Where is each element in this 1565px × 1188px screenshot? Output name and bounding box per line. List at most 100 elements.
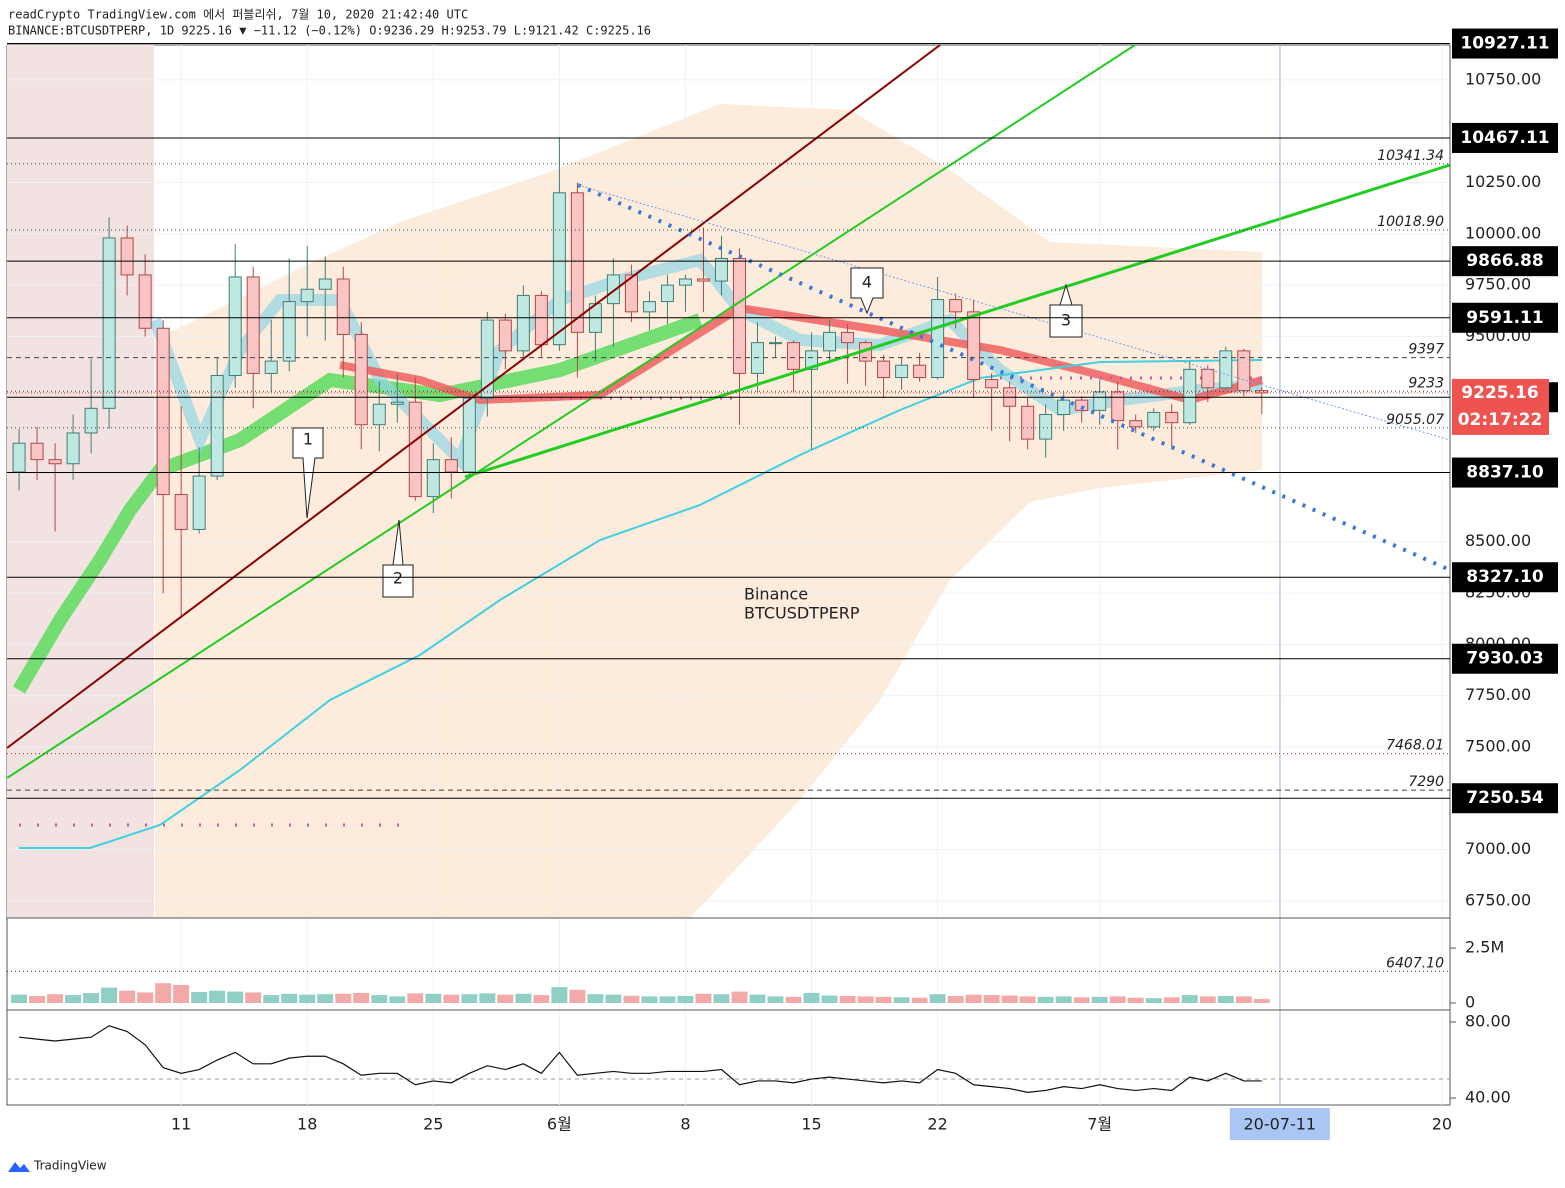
logo <box>8 1162 30 1172</box>
level-label: 9866.88 <box>1466 251 1543 271</box>
x-tick-label: 18 <box>297 1115 317 1134</box>
y-tick-label: 10250.00 <box>1465 172 1541 191</box>
volume-bar <box>1109 996 1126 1003</box>
candle-body <box>336 278 350 335</box>
y-tick-label: 7750.00 <box>1465 685 1531 704</box>
annotation: 1 <box>303 430 313 449</box>
volume-bar <box>785 996 802 1003</box>
candle-body <box>102 237 116 409</box>
candle-body <box>552 192 566 346</box>
publisher: readCrypto TradingView.com 에서 퍼블리쉬, 7월 1… <box>8 8 468 22</box>
candle-body <box>678 278 692 286</box>
level-label: 9591.11 <box>1466 308 1543 328</box>
symbol-line: BINANCE:BTCUSDTPERP, 1D 9225.16 ▼ −11.12… <box>8 24 651 38</box>
candle-body <box>354 333 368 426</box>
volume-bar <box>425 993 442 1003</box>
level-box <box>1452 28 1558 59</box>
annotation: 4 <box>862 273 872 292</box>
volume-bar <box>821 995 838 1003</box>
volume-bar <box>65 995 82 1003</box>
candle-body <box>660 284 674 303</box>
level-label: 7290 <box>1408 774 1444 790</box>
level-label: 6407.10 <box>1386 955 1444 971</box>
level-box <box>1452 246 1558 277</box>
candle-body <box>1237 350 1251 392</box>
volume-bar <box>1037 996 1054 1003</box>
volume-bar <box>263 995 280 1003</box>
volume-bar <box>677 995 694 1003</box>
annotation: 2 <box>393 569 403 588</box>
level-label: 9055.07 <box>1386 412 1444 428</box>
volume-bar <box>299 994 316 1003</box>
candle-body <box>1075 399 1089 411</box>
volume-bar <box>479 993 496 1003</box>
volume-bar <box>713 994 730 1003</box>
volume-tick-label: 2.5M <box>1465 938 1504 957</box>
annotation: 3 <box>1061 311 1071 330</box>
volume-bar <box>1235 996 1252 1003</box>
volume-bar <box>227 991 244 1003</box>
volume-bar <box>767 996 784 1003</box>
candle-body <box>895 364 909 379</box>
level-box <box>1452 302 1558 333</box>
level-box <box>1452 122 1558 153</box>
volume-bar <box>911 997 928 1003</box>
candle-body <box>516 294 530 352</box>
level-label: 8837.10 <box>1466 463 1544 483</box>
candle-body <box>606 274 620 305</box>
volume-bar <box>659 996 676 1003</box>
watermark: BTCUSDTPERP <box>744 604 860 623</box>
candle-body <box>841 331 855 344</box>
candle-body <box>120 237 134 276</box>
plot <box>12 137 1269 616</box>
volume-bar <box>1127 997 1144 1003</box>
y-tick-label: 10000.00 <box>1465 223 1541 242</box>
volume-bar <box>497 994 514 1003</box>
candle-body <box>318 278 332 290</box>
volume-bar <box>569 989 586 1003</box>
volume-bar <box>695 993 712 1003</box>
trendline <box>6 44 1136 779</box>
candle-body <box>913 364 927 379</box>
candle-body <box>1201 368 1215 389</box>
callout <box>850 267 884 315</box>
price-label: 9225.16 <box>1461 383 1538 403</box>
rsi-line <box>19 1025 1262 1093</box>
x-tick-label: 22 <box>927 1115 947 1134</box>
candle-body <box>462 397 476 473</box>
volume-tick-label: 0 <box>1465 993 1475 1012</box>
volume-bar <box>443 994 460 1003</box>
volume-bar <box>623 995 640 1003</box>
level-label: 10341.34 <box>1377 148 1444 164</box>
candle-body <box>570 192 584 333</box>
callout <box>1049 283 1083 338</box>
candle-body <box>426 459 440 498</box>
volume-bar <box>857 996 874 1003</box>
volume-bar <box>47 994 64 1003</box>
candle-body <box>156 327 170 496</box>
volume-bar <box>803 992 820 1003</box>
level-label: 7930.03 <box>1466 649 1543 669</box>
candle-body <box>66 432 80 465</box>
volume-bar <box>893 997 910 1003</box>
level-box <box>1452 562 1558 593</box>
candle-body <box>732 257 746 374</box>
candle-body <box>877 360 891 379</box>
x-tick-label: 11 <box>171 1115 191 1134</box>
volume-bar <box>209 990 226 1003</box>
volume-bar <box>1181 995 1198 1003</box>
countdown: 02:17:22 <box>1458 410 1543 430</box>
candle-body <box>534 294 548 346</box>
rsi-tick-label: 40.00 <box>1465 1088 1511 1107</box>
candle-body <box>498 319 512 352</box>
bollinger-area <box>155 104 1262 918</box>
candle-body <box>300 288 314 303</box>
candle-body <box>372 403 386 426</box>
candle-body <box>1021 405 1035 440</box>
y-tick-label: 6750.00 <box>1465 890 1531 909</box>
candle-body <box>264 360 278 374</box>
level-label: 8327.10 <box>1466 567 1544 587</box>
candle-body <box>282 301 296 362</box>
level-label: 10927.11 <box>1460 34 1549 54</box>
